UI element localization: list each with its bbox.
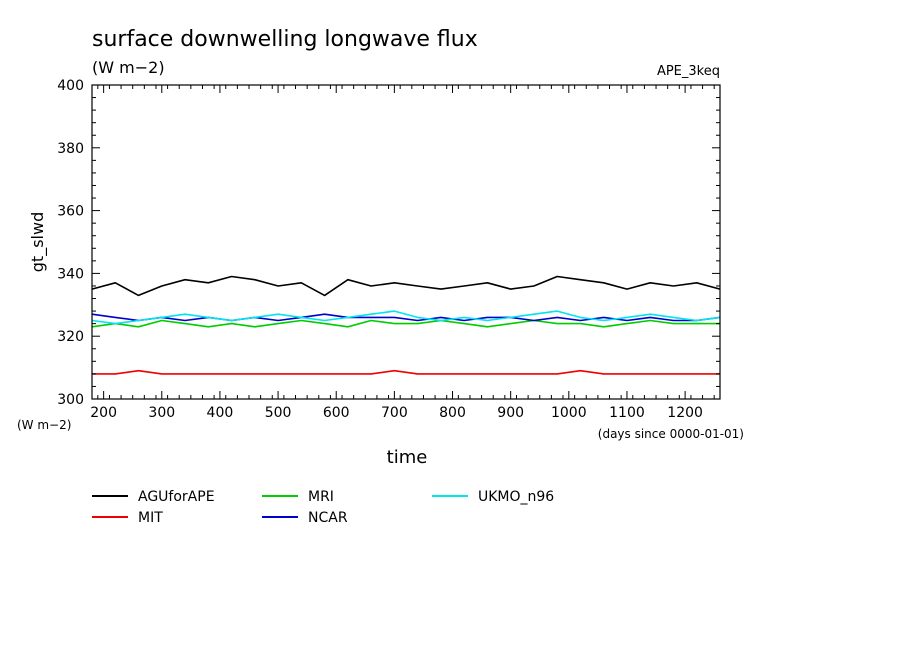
x-tick-label: 1000	[551, 405, 587, 421]
legend-item: UKMO_n96	[432, 489, 554, 505]
legend-label: MRI	[308, 489, 334, 505]
x-tick-label: 200	[90, 405, 117, 421]
experiment-label: APE_3keq	[657, 64, 720, 79]
legend-label: AGUforAPE	[138, 489, 215, 505]
series-line-mri	[91, 319, 720, 328]
x-tick-label: 300	[148, 405, 175, 421]
plot-area: 300 320 340 360 380 400 200 300 400 500 600 700 800 9…	[57, 78, 721, 421]
series-layer	[91, 275, 721, 375]
y-tick-label: 300	[57, 392, 84, 408]
legend-label: MIT	[138, 510, 163, 526]
legend-item: MRI	[262, 489, 334, 505]
x-tick-label: 500	[265, 405, 292, 421]
x-tick-label: 1200	[667, 405, 703, 421]
series-line-mit	[92, 369, 720, 375]
x-tick-label: 900	[497, 405, 524, 421]
legend-label: NCAR	[308, 510, 348, 526]
legend-label: UKMO_n96	[478, 489, 554, 505]
chart-title: surface downwelling longwave flux	[92, 27, 478, 52]
x-axis-units: (days since 0000-01-01)	[598, 427, 744, 441]
legend-item: AGUforAPE	[92, 489, 215, 505]
legend-item: MIT	[92, 510, 163, 526]
x-axis-label: time	[387, 447, 428, 468]
series-line-aguforape	[91, 275, 721, 297]
y-axis-label: gt_slwd	[28, 212, 48, 272]
ticks-layer: 300 320 340 360 380 400 200 300 400 500 600 700 800 9…	[57, 78, 720, 421]
series-line-ukmo-n96	[91, 310, 721, 325]
legend: AGUforAPE MIT MRI NCAR UKMO_n96	[92, 489, 554, 526]
x-tick-label: 1100	[609, 405, 645, 421]
x-tick-label: 800	[439, 405, 466, 421]
y-tick-label: 360	[57, 204, 84, 220]
y-axis-units: (W m−2)	[17, 418, 71, 432]
y-tick-label: 320	[57, 329, 84, 345]
y-tick-label: 340	[57, 266, 84, 282]
y-tick-label: 380	[57, 141, 84, 157]
legend-item: NCAR	[262, 510, 348, 526]
x-tick-label: 600	[323, 405, 350, 421]
chart-units: (W m−2)	[92, 58, 165, 77]
y-tick-label: 400	[57, 78, 84, 94]
x-tick-label: 400	[207, 405, 234, 421]
plot-frame	[91, 84, 721, 400]
x-tick-label: 700	[381, 405, 408, 421]
